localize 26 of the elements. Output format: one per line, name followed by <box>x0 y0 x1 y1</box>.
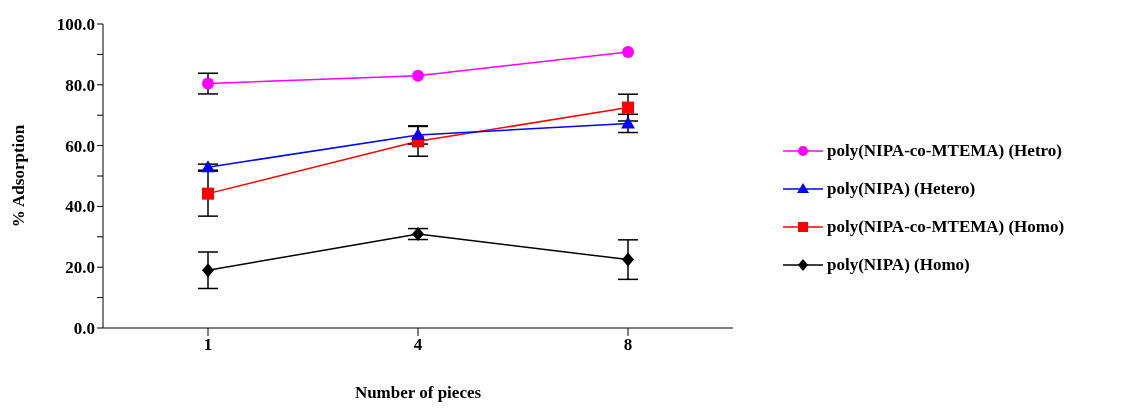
y-axis-title: % Adsorption <box>9 124 29 228</box>
legend-label: poly(NIPA) (Hetero) <box>827 179 976 199</box>
point <box>412 227 424 242</box>
y-tick-label: 40.0 <box>65 197 95 217</box>
y-tick-label: 80.0 <box>65 75 95 95</box>
point <box>622 101 634 114</box>
point <box>202 263 214 278</box>
x-tick-label: 8 <box>623 335 633 355</box>
legend-label: poly(NIPA-co-MTEMA) (Homo) <box>827 217 1065 237</box>
legend-label: poly(NIPA-co-MTEMA) (Hetro) <box>827 141 1062 161</box>
point <box>622 45 634 58</box>
y-tick-label: 0.0 <box>73 319 95 339</box>
point <box>202 77 214 90</box>
point <box>412 69 424 82</box>
legend-label: poly(NIPA) (Homo) <box>827 255 970 275</box>
point <box>201 160 215 173</box>
x-axis-title: Number of pieces <box>354 383 482 402</box>
point <box>411 127 425 140</box>
point <box>622 252 634 267</box>
x-tick-label: 4 <box>413 335 423 355</box>
point <box>202 187 214 200</box>
x-tick-label: 1 <box>203 335 213 355</box>
y-tick-label: 60.0 <box>65 136 95 156</box>
point <box>621 116 635 129</box>
y-tick-label: 20.0 <box>65 258 95 278</box>
y-tick-label: 100.0 <box>56 15 95 35</box>
